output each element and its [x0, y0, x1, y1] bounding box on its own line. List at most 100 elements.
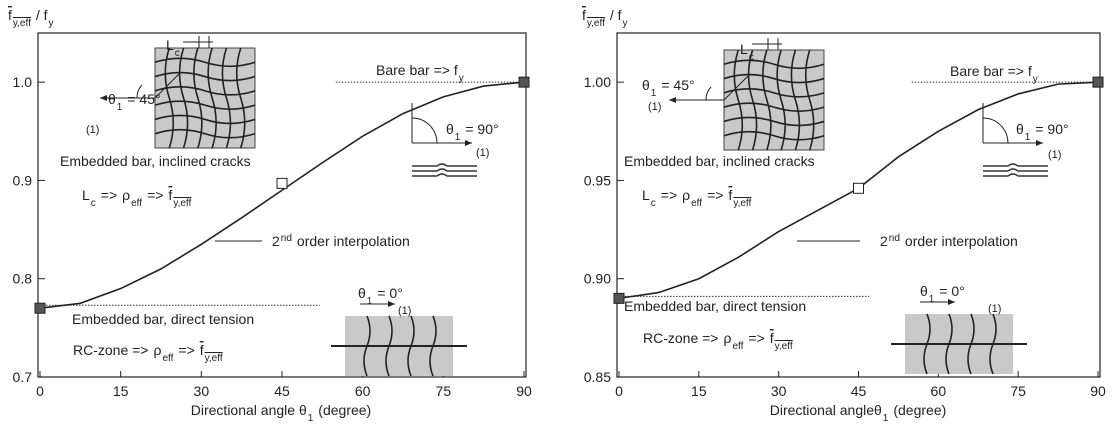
text-part: ρ	[682, 187, 690, 203]
text-part: L	[166, 37, 174, 53]
text-part: = 0°	[377, 285, 402, 301]
text-part: ρ	[723, 330, 731, 346]
subscript: c	[91, 198, 96, 209]
text-part: = 0°	[939, 283, 964, 299]
subscript: y	[49, 18, 54, 29]
subscript: eff	[131, 198, 142, 209]
crack	[154, 71, 256, 82]
crack	[235, 47, 246, 149]
text-part: f	[168, 187, 172, 203]
annotation: θ1 = 90°	[1016, 121, 1069, 143]
subscript: 1	[117, 102, 123, 113]
crack	[762, 49, 772, 151]
subscript: 1	[455, 132, 461, 143]
x-tick-label: 15	[113, 383, 129, 399]
annotation: 2nd order interpolation	[880, 233, 1018, 250]
marker	[613, 292, 625, 304]
text-part: = 45°	[127, 91, 160, 107]
crack	[747, 49, 758, 151]
text-part: (1)	[86, 124, 99, 136]
crack	[723, 73, 825, 84]
annotation: RC-zone => ρeff => fy,eff	[73, 342, 223, 364]
crack	[154, 100, 256, 110]
bar-strip	[412, 173, 477, 177]
marker	[1092, 76, 1104, 88]
axis-ref	[154, 72, 181, 99]
text-part: 2	[880, 233, 888, 249]
x-axis-label: Directional angleθ1 (degree)	[770, 402, 947, 424]
annotation: (1)	[1048, 149, 1061, 161]
text-part: RC-zone =>	[643, 330, 718, 346]
annotation: Lc => ρeff => fy,eff	[642, 187, 752, 209]
crack	[207, 47, 217, 149]
annotation: Lc	[740, 41, 754, 63]
text-part: θ	[1016, 121, 1024, 137]
annotation: θ1 = 0°	[920, 283, 965, 305]
bar-strip	[983, 163, 1048, 167]
x-tick-label: 60	[355, 383, 371, 399]
subscript: eff	[691, 198, 702, 209]
x-tick-label: 90	[516, 383, 532, 399]
annotation: Embedded bar, direct tension	[624, 298, 806, 314]
y-axis-label: fy,eff / fy	[8, 7, 54, 29]
bar-strip	[412, 168, 477, 172]
subscript: 1	[308, 413, 314, 424]
y-axis-label: fy,eff / fy	[582, 7, 628, 29]
subscript: y	[623, 18, 628, 29]
text-part: / f	[36, 7, 48, 23]
y-tick-label: 0.8	[13, 271, 33, 287]
text-part: (degree)	[318, 402, 371, 418]
annotation: Lc => ρeff => fy,eff	[82, 187, 192, 209]
bar-strip	[983, 173, 1048, 177]
subscript: eff	[732, 341, 743, 352]
x-tick-label: 90	[1090, 383, 1106, 399]
crack	[221, 47, 232, 149]
subscript: y,eff	[13, 18, 31, 29]
text-part: Bare bar => f	[950, 63, 1032, 79]
text-part: order interpolation	[297, 233, 410, 249]
text-part: = 90°	[1035, 121, 1068, 137]
text-part: = 45°	[661, 77, 694, 93]
subscript: 1	[929, 294, 935, 305]
annotation: Bare bar => fy	[376, 62, 464, 84]
text-part: =>	[748, 330, 764, 346]
crack	[154, 114, 256, 125]
crack	[154, 57, 256, 68]
text-part: Bare bar => f	[376, 62, 458, 78]
annotation: Bare bar => fy	[950, 63, 1038, 85]
annotation: Lc	[166, 37, 180, 59]
y-tick-label: 0.90	[584, 271, 611, 287]
annotation: (1)	[476, 147, 489, 159]
annotation: Embedded bar, inclined cracks	[624, 153, 815, 169]
subscript: eff	[162, 353, 173, 364]
subscript: c	[175, 48, 180, 59]
x-tick-label: 75	[1010, 383, 1026, 399]
subscript: y,eff	[775, 341, 793, 352]
subscript: c	[651, 198, 656, 209]
subscript: y	[459, 73, 464, 84]
inset-mesh	[723, 49, 825, 151]
curve	[39, 81, 525, 309]
text-part: (1)	[648, 101, 661, 113]
text-part: =>	[101, 187, 117, 203]
y-tick-label: 1.0	[13, 74, 33, 90]
crack	[193, 47, 203, 149]
text-part: =>	[178, 342, 194, 358]
text-part: Embedded bar, inclined cracks	[624, 153, 815, 169]
x-tick-label: 45	[274, 383, 290, 399]
text-part: f	[200, 342, 204, 358]
crack	[790, 49, 801, 151]
text-part: θ	[358, 285, 366, 301]
text-part: ρ	[122, 187, 130, 203]
crack	[723, 88, 825, 98]
text-part: (1)	[1048, 149, 1061, 161]
inset-mesh	[154, 47, 256, 149]
text-part: L	[82, 187, 90, 203]
marker	[853, 182, 864, 194]
text-part: RC-zone =>	[73, 342, 148, 358]
crack	[776, 49, 786, 151]
crack	[154, 86, 256, 96]
subscript: 1	[883, 413, 889, 424]
x-tick-label: 45	[851, 383, 867, 399]
